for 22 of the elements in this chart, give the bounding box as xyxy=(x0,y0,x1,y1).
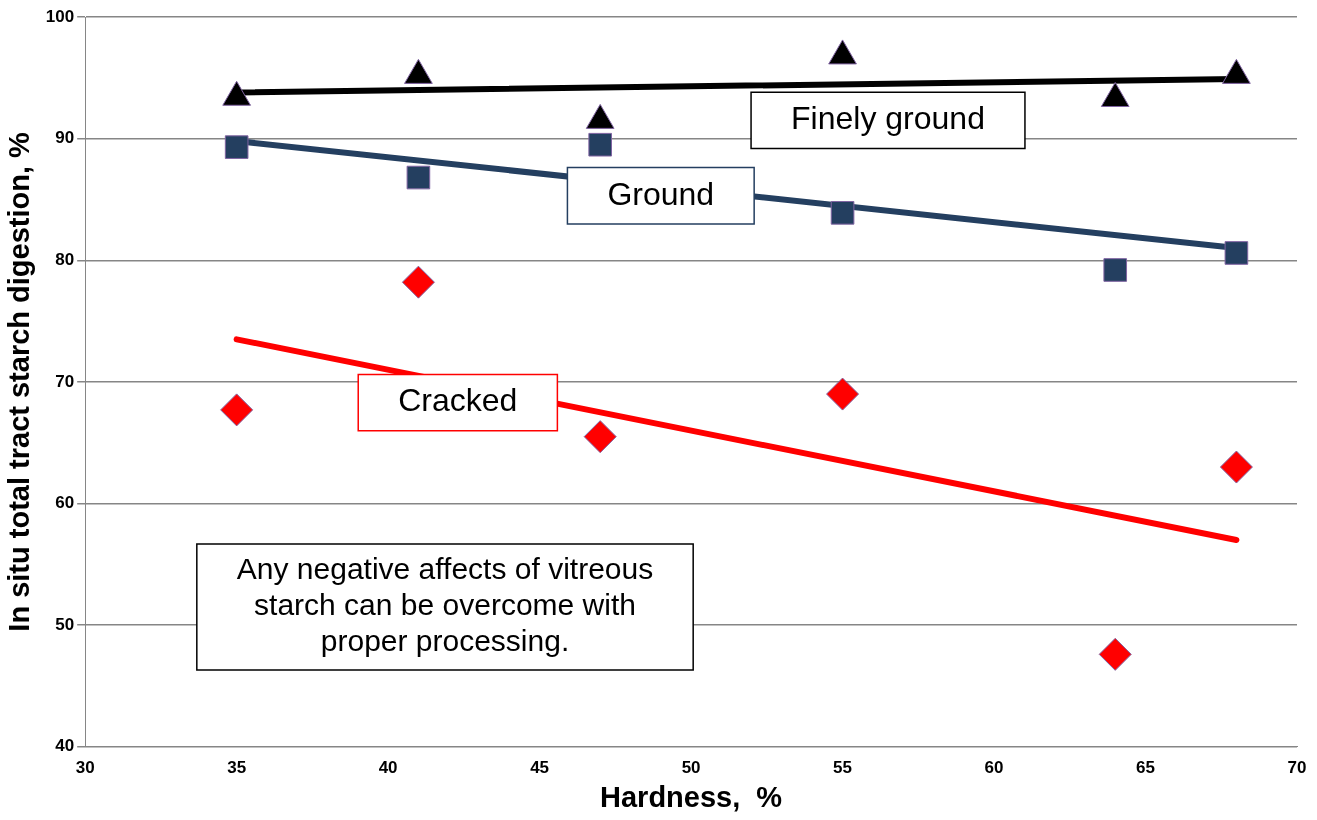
text: Cracked xyxy=(398,382,518,419)
y-axis-title: In situ total tract starch digestion, % xyxy=(3,131,36,632)
series-label: Finely ground xyxy=(791,100,985,137)
x-tick-label: 55 xyxy=(833,757,853,777)
y-tick-label: 100 xyxy=(45,6,75,26)
y-tick-label: 50 xyxy=(55,614,75,634)
y-tick-label: 40 xyxy=(55,736,75,756)
x-tick-label: 40 xyxy=(378,757,398,777)
y-tick-label: 70 xyxy=(55,371,75,391)
x-tick-label: 50 xyxy=(681,757,701,777)
annotation: Any negative affects of vitreous starch can be overcome with proper processing. xyxy=(236,552,654,658)
y-tick-label: 90 xyxy=(55,128,75,148)
x-tick-label: 45 xyxy=(530,757,550,777)
x-tick-label: 30 xyxy=(75,757,95,777)
x-tick-label: 35 xyxy=(227,757,247,777)
y-tick-label: 60 xyxy=(55,493,75,513)
series-label: Ground xyxy=(607,175,715,212)
x-tick-label: 65 xyxy=(1136,757,1155,777)
y-tick-label: 80 xyxy=(55,249,75,269)
x-tick-label: 60 xyxy=(984,757,1004,777)
x-axis-title: Hardness, % xyxy=(600,780,783,813)
x-tick-label: 70 xyxy=(1287,757,1307,777)
